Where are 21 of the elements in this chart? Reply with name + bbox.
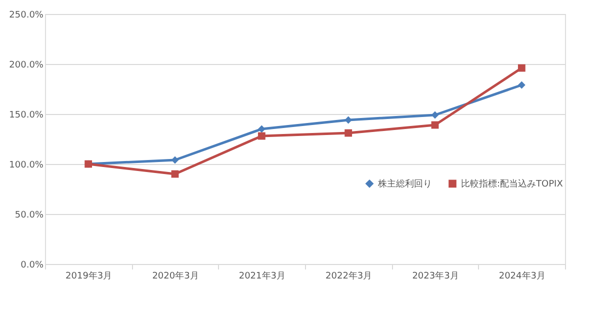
x-tick-label: 2021年3月 (238, 270, 286, 282)
y-tick-label: 100.0% (9, 160, 44, 170)
y-tick-label: 150.0% (9, 110, 44, 120)
x-tick-label: 2022年3月 (326, 270, 372, 282)
y-tick-label: 50.0% (14, 210, 44, 220)
y-tick-label: 0.0% (20, 260, 44, 270)
legend-label: 株主総利回り (377, 178, 432, 190)
point (518, 81, 526, 89)
point (344, 129, 352, 137)
y-tick-label: 250.0% (9, 10, 44, 20)
x-tick-label: 2019年3月 (66, 270, 112, 282)
point (171, 156, 179, 164)
y-tick-label: 200.0% (9, 60, 44, 70)
point (258, 132, 266, 140)
point (431, 111, 439, 119)
point (258, 125, 266, 133)
x-tick-label: 2020年3月 (152, 270, 199, 282)
legend-label: 比較指標:配当込みTOPIX (461, 178, 563, 190)
point (518, 64, 526, 72)
x-tick-label: 2023年3月 (412, 270, 459, 282)
x-tick-label: 2024年3月 (498, 270, 546, 282)
